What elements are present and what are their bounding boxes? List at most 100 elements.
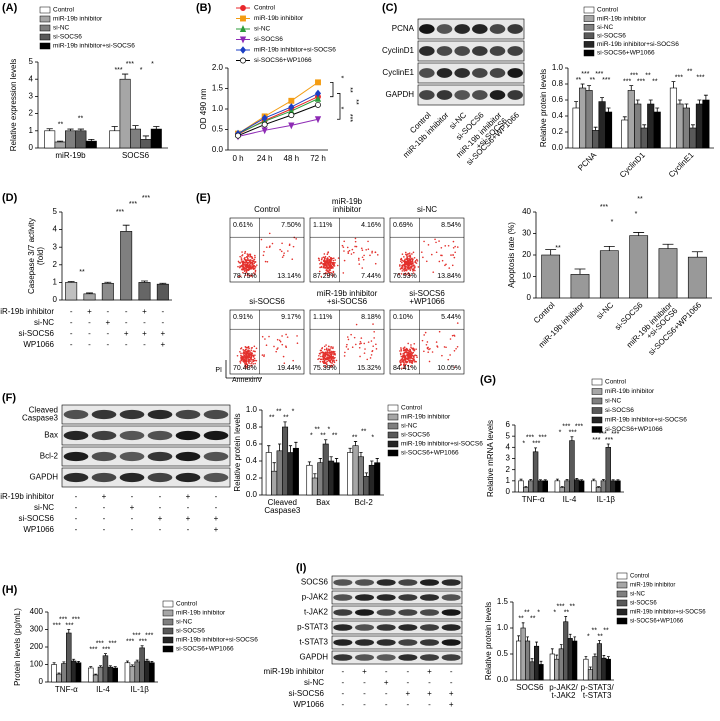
series-line <box>237 81 319 135</box>
blot-band <box>489 46 506 56</box>
quadrant-value: 0.10% <box>393 314 413 321</box>
x-tick-label: t-JAK2 <box>551 691 576 700</box>
condition-mark: - <box>385 667 388 676</box>
blot-band <box>507 68 523 78</box>
significance: *** <box>602 77 610 84</box>
legend-label: Control <box>605 379 627 386</box>
y-tick-label: 0.5 <box>497 649 509 658</box>
error-bar <box>559 644 563 649</box>
legend-label: miR-19b inhibitor+si-SOCS6 <box>53 43 135 50</box>
dot <box>410 360 412 362</box>
error-bar <box>334 458 339 463</box>
dot <box>331 257 334 260</box>
y-tick-label: 1.0 <box>497 623 509 632</box>
blot-band <box>175 409 201 420</box>
dot <box>451 264 454 267</box>
condition-mark: - <box>406 667 409 676</box>
dot <box>404 261 407 263</box>
condition-mark: - <box>88 340 91 349</box>
dot <box>326 261 328 263</box>
dot <box>354 343 357 346</box>
legend-label: si-SOCS6 <box>605 407 634 414</box>
dot <box>249 360 252 362</box>
dot <box>250 255 253 258</box>
dot <box>323 272 325 275</box>
legend-label: miR-19b inhibitor <box>254 15 304 22</box>
dot <box>414 269 416 272</box>
x-tick-label: p-JAK2/ <box>549 683 578 692</box>
dot <box>447 358 450 361</box>
dot <box>253 258 256 261</box>
dot <box>249 253 252 256</box>
condition-mark: - <box>103 503 106 512</box>
dot <box>355 323 358 326</box>
error-bar <box>671 81 676 88</box>
significance: ** <box>590 77 596 84</box>
legend-swatch <box>162 645 174 653</box>
dot <box>453 366 456 368</box>
condition-label: miR-19b inhibitor <box>264 667 325 676</box>
plot-frame <box>229 309 305 375</box>
bar <box>44 130 56 149</box>
axis-arrow <box>225 360 262 379</box>
dot <box>414 266 416 269</box>
dot <box>367 341 370 343</box>
bar <box>150 128 162 149</box>
bar <box>605 111 613 149</box>
dot <box>320 355 322 358</box>
dot <box>250 349 253 351</box>
dot <box>279 248 281 251</box>
significance: * <box>559 430 562 437</box>
dot <box>240 354 242 357</box>
dot <box>246 346 248 349</box>
dot <box>268 335 270 338</box>
bar <box>317 462 324 496</box>
dot <box>363 254 365 257</box>
error-bar <box>67 128 74 131</box>
dot <box>415 262 418 264</box>
dot <box>448 267 451 269</box>
dot <box>240 359 243 362</box>
dot <box>400 361 403 363</box>
condition-mark: + <box>160 329 165 338</box>
y-axis-label: PI <box>215 367 222 374</box>
condition-label: WP1066 <box>293 700 324 709</box>
error-bar <box>145 658 149 661</box>
dot <box>318 354 320 357</box>
y-tick-label: 20 <box>522 250 531 259</box>
x-tick-label: Bcl-2 <box>355 498 374 507</box>
blot-band <box>91 472 117 483</box>
error-bar <box>56 140 64 142</box>
dot <box>276 348 278 351</box>
y-tick-label: 0 <box>53 295 58 304</box>
dot <box>248 362 250 364</box>
x-tick-label: miR-19b <box>55 151 86 160</box>
legend-label: si-SOCS6+WP1066 <box>605 426 663 433</box>
error-bar <box>690 124 695 128</box>
significance: ** <box>637 196 643 203</box>
significance: *** <box>132 633 140 640</box>
error-bar <box>530 658 534 662</box>
significance: *** <box>72 616 80 623</box>
error-bar <box>52 662 56 665</box>
condition-mark: - <box>125 340 128 349</box>
dot <box>263 355 265 358</box>
condition-mark: + <box>186 514 191 523</box>
significance: * <box>151 61 154 68</box>
blot-band <box>419 594 440 601</box>
legend-label: Control <box>53 7 75 14</box>
x-tick-label: 24 h <box>257 154 273 163</box>
condition-label: si-NC <box>34 503 54 512</box>
dot <box>405 363 407 366</box>
dot <box>450 254 452 256</box>
significance: ** <box>555 245 561 252</box>
plot-title: miR-19b inhibitor <box>317 289 378 298</box>
dot <box>402 356 405 358</box>
blot-band <box>441 654 461 661</box>
dot <box>330 354 333 357</box>
quadrant-value: 10.05% <box>437 365 461 372</box>
x-tick-label: CyclinD1 <box>618 150 647 179</box>
condition-mark: - <box>106 340 109 349</box>
dot <box>412 264 414 266</box>
blot-band <box>419 609 440 616</box>
